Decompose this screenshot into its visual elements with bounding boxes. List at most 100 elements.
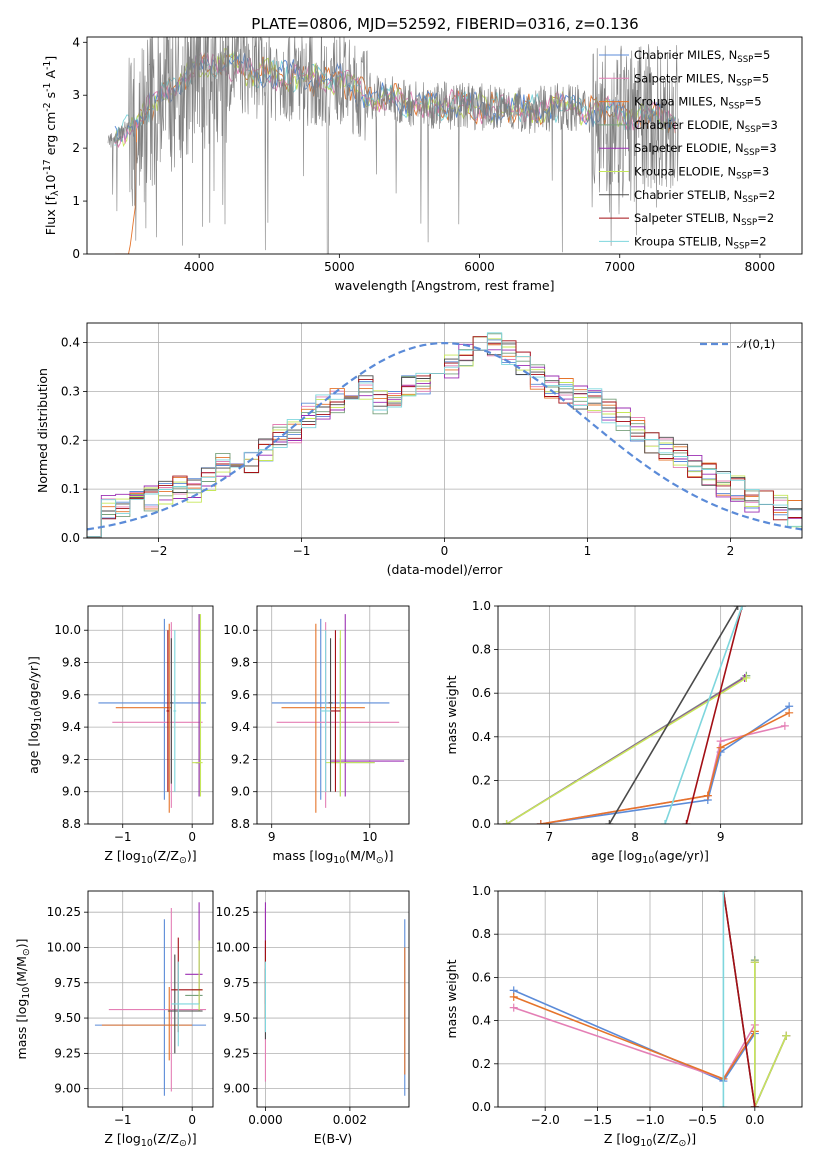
label-part: ⊙ <box>21 948 32 956</box>
x-tick-label: 7000 <box>604 260 635 274</box>
label-part: =5 <box>745 95 762 109</box>
label-part: =2 <box>750 234 767 248</box>
x-tick-label: −1 <box>114 830 132 844</box>
label-part: 10 <box>21 987 32 999</box>
weight-line <box>753 962 788 1107</box>
x-tick-label: 5000 <box>324 260 355 274</box>
label-part: Flux [f <box>43 195 58 235</box>
label-part: -2 <box>42 102 53 111</box>
legend-label: Salpeter STELIB, NSSP=2 <box>634 211 774 228</box>
y-tick-label: 9.0 <box>231 785 250 799</box>
label-part: Z [log <box>104 848 140 863</box>
y-tick-label: 9.50 <box>54 1011 81 1025</box>
x-axis-label: E(B-V) <box>314 1131 353 1146</box>
weight-marker <box>703 791 712 800</box>
weight-marker <box>502 820 511 824</box>
weight-line <box>513 989 756 1083</box>
y-tick-label: 9.6 <box>62 688 81 702</box>
label-part: 𝒩(0,1) <box>737 337 775 351</box>
panel-age_vs_Z: −1 08.89.09.29.49.69.810.0Z [log10(Z/Z⊙)]… <box>26 605 214 866</box>
label-part: =3 <box>752 165 769 179</box>
weight-line <box>506 677 747 824</box>
y-tick-label: 0.6 <box>472 686 491 700</box>
y-tick-label: 10.00 <box>47 940 81 954</box>
label-part: Salpeter MILES, N <box>634 71 736 85</box>
y-tick-label: 10.25 <box>216 905 250 919</box>
label-part: wavelength [Angstrom, rest frame] <box>334 278 554 293</box>
weight-line <box>753 962 788 1107</box>
y-tick-label: 9.4 <box>231 720 250 734</box>
weight-line <box>513 996 756 1080</box>
weight-marker <box>719 891 728 895</box>
weight-line <box>664 606 743 824</box>
legend-label: Kroupa MILES, NSSP=5 <box>634 95 762 112</box>
y-tick-label: 10.0 <box>223 623 250 637</box>
panel-weight_vs_Z: −2.0 −1.5 −1.0 −0.5 0.0 0.0 0.2 0.4 0.6 0.8 1.0 Z [… <box>444 884 803 1149</box>
y-tick-label: 9.50 <box>223 1011 250 1025</box>
y-tick-label: 0.4 <box>61 336 80 350</box>
weight-line <box>685 606 743 824</box>
axes-frame <box>86 36 803 255</box>
model-spectrum <box>115 50 676 254</box>
x-tick-label: 0.002 <box>333 1113 367 1127</box>
x-tick-label: −1 <box>114 1113 132 1127</box>
label-part: Chabrier STELIB, N <box>634 188 742 202</box>
x-tick-label: −1.5 <box>583 1113 612 1127</box>
weight-marker <box>716 743 725 752</box>
y-tick-label: 0.0 <box>472 817 491 831</box>
y-axis-label: mass [log10(M/M⊙)] <box>14 939 32 1060</box>
y-tick-label: 0.3 <box>61 384 80 398</box>
y-tick-label: 0.0 <box>472 1100 491 1114</box>
panel-mass_vs_EBV: 0.000 0.002 9.00 9.25 9.50 9.75 10.00 10.25 E(B-… <box>216 890 410 1146</box>
x-tick-label: −2 <box>150 544 168 558</box>
label-part: mass weight <box>444 675 459 754</box>
x-axis-label: Z [log10(Z/Z⊙)] <box>104 1131 196 1149</box>
y-tick-label: 0.2 <box>472 773 491 787</box>
label-part: 10 <box>642 855 654 866</box>
plot-area <box>264 902 406 1096</box>
legend-label: Chabrier STELIB, NSSP=2 <box>634 188 775 205</box>
y-tick-label: 8.8 <box>231 817 250 831</box>
label-part: SSP <box>729 102 745 112</box>
label-part: )] <box>384 848 394 863</box>
label-part: 10 <box>640 1138 652 1149</box>
y-tick-label: 1.0 <box>472 884 491 898</box>
label-part: Kroupa STELIB, N <box>634 234 734 248</box>
label-part: SSP <box>745 125 761 135</box>
x-axis-label: mass [log10(M/M⊙)] <box>273 848 394 866</box>
y-axis-label: Flux [fλ10-17 erg cm-2 s-1 A-1] <box>42 56 61 235</box>
y-tick-label: 9.6 <box>231 688 250 702</box>
label-part: ⊙ <box>179 1138 187 1149</box>
label-part: 10 <box>141 855 153 866</box>
weight-marker <box>780 721 789 730</box>
gaussian-curve <box>87 341 802 531</box>
weight-line <box>540 705 790 824</box>
y-tick-label: 0.2 <box>472 1057 491 1071</box>
label-part: 10 <box>141 1138 153 1149</box>
x-tick-label: 9 <box>268 830 276 844</box>
axes-frame <box>497 605 803 825</box>
label-part: ⊙ <box>376 855 384 866</box>
y-axis-label: mass weight <box>444 959 459 1038</box>
label-part: erg cm <box>43 112 58 160</box>
weight-marker <box>782 1031 791 1040</box>
y-tick-label: 0.4 <box>472 730 491 744</box>
x-tick-label: 7 <box>546 830 554 844</box>
label-part: -17 <box>42 159 53 174</box>
plot-area <box>87 332 802 538</box>
legend-label: Chabrier ELODIE, NSSP=3 <box>634 118 778 135</box>
x-axis-label: wavelength [Angstrom, rest frame] <box>334 278 554 293</box>
weight-marker <box>750 1103 759 1107</box>
y-tick-label: 9.2 <box>231 752 250 766</box>
plot-area <box>271 614 405 813</box>
label-part: SSP <box>742 195 758 205</box>
y-axis-label: Normed distribution <box>35 368 50 493</box>
label-part: (Z/Z <box>652 1131 678 1146</box>
label-part: Chabrier ELODIE, N <box>634 118 745 132</box>
label-part: age [log <box>591 848 642 863</box>
weight-line <box>753 960 788 1107</box>
label-part: Z [log <box>604 1131 640 1146</box>
x-tick-label: 8000 <box>745 260 776 274</box>
